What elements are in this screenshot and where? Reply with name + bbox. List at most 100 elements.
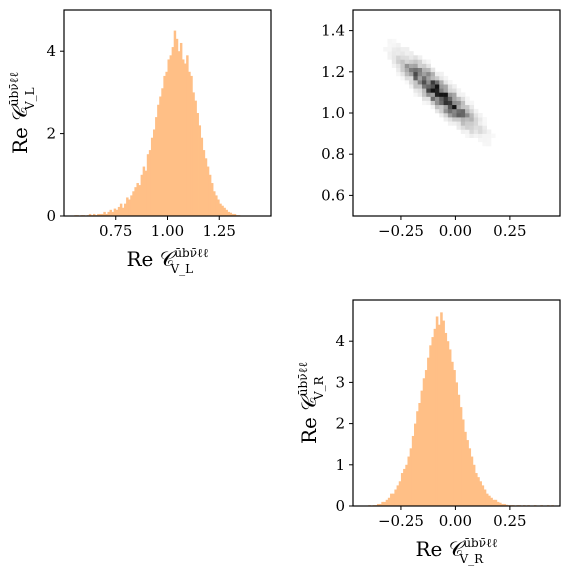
histogram-vl-bar [138, 185, 141, 216]
scatter-2d-cell [422, 92, 427, 97]
histogram-vl-bar [194, 100, 197, 216]
scatter-2d-cell [400, 63, 406, 68]
scatter-2d-cell [430, 75, 436, 81]
scatter-2d-cell [469, 104, 475, 110]
scatter-2d-cell [439, 84, 444, 89]
histogram-vl-bar [111, 211, 115, 216]
scatter-2d-cell [460, 108, 466, 114]
scatter-2d-cell [491, 133, 496, 139]
scatter-2d-cell [465, 129, 470, 134]
scatter-2d-cell [452, 92, 457, 97]
histogram-vr-ytick-label: 2 [335, 415, 345, 433]
scatter-2d-cell [439, 104, 444, 110]
histogram-vr-bar [446, 341, 450, 506]
scatter-2d-cell [482, 121, 487, 126]
scatter-2d-cell [447, 80, 453, 85]
scatter-2d-cell [426, 63, 431, 68]
scatter-2d-cell [478, 125, 483, 130]
scatter-2d-cell [469, 121, 475, 126]
scatter-2d-cell [422, 67, 427, 73]
histogram-vl-bar [225, 209, 228, 216]
histogram-vl-bar [124, 203, 127, 216]
scatter-2d-cell [409, 63, 414, 68]
scatter-2d-cell [400, 67, 406, 73]
scatter-2d-cell [426, 59, 431, 64]
scatter-2d-cell [400, 75, 406, 81]
histogram-vl-bar [126, 197, 129, 216]
scatter-2d-cell [443, 100, 449, 106]
histogram-vl-bar [198, 125, 202, 216]
scatter-2d-cell [439, 96, 444, 101]
scatter-2d-cell [465, 100, 470, 106]
scatter-2d-cell [413, 88, 418, 93]
histogram-vl-bar [206, 166, 210, 216]
histogram-vl-bar [103, 211, 106, 216]
histogram-vl-bar [92, 213, 96, 216]
scatter-2d-cell [439, 108, 444, 114]
scatter-2d-cell [396, 51, 401, 56]
scatter-2d-cell [465, 96, 470, 101]
scatter-2d-cell [430, 92, 436, 97]
scatter-2d-cell [452, 108, 457, 114]
histogram-vl-xlabel-base: Re 𝒞 [126, 247, 176, 271]
scatter-2d-cell [409, 84, 414, 89]
histogram-vl-bar [161, 88, 164, 216]
histogram-vl-bar [202, 150, 206, 216]
scatter-2d-cell [387, 42, 393, 48]
scatter-2d-ytick-label: 1.0 [321, 104, 345, 122]
histogram-vr-ylabel: Re 𝒞ūbν̄ℓℓ V_R [296, 362, 326, 444]
scatter-2d-cell [478, 113, 483, 118]
scatter-2d-ytick-label: 1.4 [321, 22, 345, 40]
histogram-vl-bar [153, 129, 156, 216]
scatter-2d-cell [447, 92, 453, 97]
scatter-2d-cell [473, 121, 479, 126]
histogram-vr-bar [400, 473, 404, 506]
histogram-vl-bar [221, 205, 224, 216]
scatter-2d-cell [447, 113, 453, 118]
histogram-vr-bar [464, 431, 467, 506]
scatter-2d-cell [460, 117, 466, 122]
scatter-2d-cell [452, 121, 457, 126]
histogram-vl-bar [188, 71, 191, 216]
histogram-vl-bar [200, 137, 204, 216]
scatter-2d-cell [387, 47, 393, 52]
scatter-2d-cell [422, 75, 427, 81]
scatter-2d-ytick-label: 0.6 [321, 186, 345, 204]
histogram-vr-xtick-label: 0.00 [439, 512, 472, 530]
histogram-vl-bar [196, 113, 199, 216]
histogram-vr-bar [414, 423, 417, 506]
scatter-2d-cell [452, 117, 457, 122]
scatter-2d-ytick-label: 0.8 [321, 145, 345, 163]
scatter-2d-cell [391, 59, 397, 64]
scatter-2d-cell [447, 84, 453, 89]
scatter-2d-cell [404, 67, 410, 73]
histogram-vr-ytick-label: 4 [335, 332, 345, 350]
histogram-vr-bar [424, 370, 428, 506]
histogram-vr-bar [392, 493, 395, 506]
histogram-vl-bar [157, 104, 160, 216]
scatter-2d-cell [413, 71, 418, 77]
scatter-2d-cell [430, 71, 436, 77]
scatter-2d-cell [460, 96, 466, 101]
histogram-vr-xlabel: Re 𝒞ūbν̄ℓℓ V_R [415, 536, 497, 566]
scatter-2d-cell [391, 51, 397, 56]
scatter-2d-cell [387, 55, 393, 60]
histogram-vl-ytick-label: 0 [46, 207, 56, 225]
scatter-2d-cell [400, 47, 406, 52]
scatter-2d-cell [426, 84, 431, 89]
scatter-2d-cell [473, 125, 479, 130]
scatter-2d-cell [430, 100, 436, 106]
histogram-vr-bar [470, 456, 474, 506]
scatter-2d-cell [422, 80, 427, 85]
scatter-2d-cell [391, 47, 397, 52]
histogram-vr-bar [472, 464, 476, 506]
histogram-vr-bar [455, 382, 458, 506]
scatter-2d-cell [447, 104, 453, 110]
scatter-2d-cell [409, 67, 414, 73]
scatter-2d-cell [430, 96, 436, 101]
scatter-2d-cell [426, 80, 431, 85]
histogram-vl-bar [136, 183, 139, 216]
histogram-vr-bar [433, 328, 437, 506]
histogram-vl-bar [213, 191, 216, 216]
histogram-vl-bar [233, 213, 237, 216]
